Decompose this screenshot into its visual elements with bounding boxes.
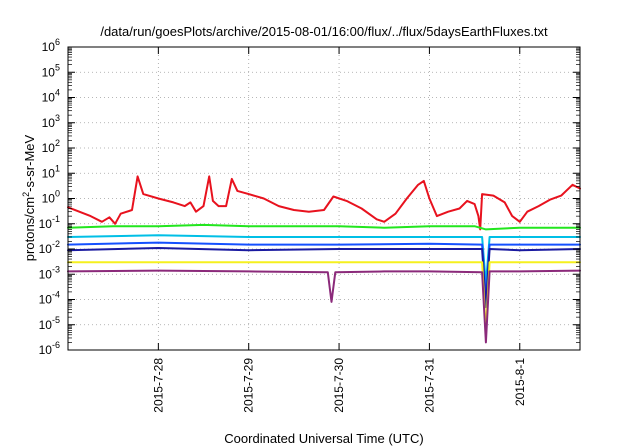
series-line-4 (67, 241, 581, 301)
y-tick-label: 102 (42, 138, 60, 155)
y-tick-label: 10-6 (39, 340, 60, 357)
y-tick-label: 103 (42, 113, 60, 130)
y-tick-label-exponent: 1 (55, 163, 60, 173)
y-tick-label-base: 10 (39, 318, 53, 332)
chart-title: /data/run/goesPlots/archive/2015-08-01/1… (100, 24, 548, 39)
y-tick-label-base: 10 (39, 242, 53, 256)
y-tick-label: 10-3 (39, 264, 60, 281)
y-tick-label-exponent: -1 (52, 214, 60, 224)
y-tick-label-base: 10 (42, 65, 56, 79)
y-tick-label: 10-2 (39, 239, 60, 256)
series-line-2 (67, 223, 581, 231)
y-tick-label-base: 10 (39, 293, 53, 307)
series-line-6 (67, 261, 581, 334)
y-tick-label: 10-4 (39, 290, 60, 307)
y-tick-label-base: 10 (42, 116, 56, 130)
y-tick-label-exponent: 0 (55, 189, 60, 199)
y-tick-label-base: 10 (42, 166, 56, 180)
y-axis-label-base: protons/cm (22, 197, 37, 261)
y-tick-label-base: 10 (42, 40, 56, 54)
y-tick-label-exponent: 4 (55, 88, 60, 98)
x-tick-label: 2015-8-1 (513, 358, 527, 406)
y-tick-label-base: 10 (42, 141, 56, 155)
series-layer (67, 175, 581, 344)
x-axis-label: Coordinated Universal Time (UTC) (224, 431, 423, 446)
y-tick-label: 10-1 (39, 214, 60, 231)
series-line-1 (67, 175, 581, 231)
y-tick-label: 100 (42, 189, 60, 206)
y-tick-label-exponent: 5 (55, 62, 60, 72)
y-tick-label-base: 10 (42, 192, 56, 206)
y-tick-label-exponent: 6 (55, 37, 60, 47)
y-tick-label-exponent: -5 (52, 315, 60, 325)
x-tick-label: 2015-7-31 (422, 358, 436, 413)
y-axis-label-rest: -s-sr-MeV (22, 134, 37, 191)
y-tick-label: 10-5 (39, 315, 60, 332)
x-axis: 2015-7-28 2015-7-29 2015-7-30 2015-7-31 2015… (151, 47, 527, 413)
y-tick-label: 105 (42, 62, 60, 79)
y-tick-label: 104 (42, 88, 60, 105)
x-tick-label: 2015-7-29 (242, 358, 256, 413)
series-line-7 (67, 269, 581, 344)
y-tick-label-base: 10 (42, 91, 56, 105)
y-tick-label-exponent: 3 (55, 113, 60, 123)
series-line-3 (67, 234, 581, 286)
y-tick-label-exponent: -2 (52, 239, 60, 249)
y-tick-label: 106 (42, 37, 60, 54)
y-tick-label-exponent: 2 (55, 138, 60, 148)
y-tick-label-exponent: -6 (52, 340, 60, 350)
series-line-5 (67, 247, 581, 309)
x-tick-label: 2015-7-28 (151, 358, 165, 413)
y-axis-label: protons/cm2-s-sr-MeV (21, 134, 37, 261)
y-tick-label-exponent: -3 (52, 264, 60, 274)
y-tick-label-base: 10 (39, 217, 53, 231)
y-axis-label-sup: 2 (21, 192, 31, 197)
y-tick-label-base: 10 (39, 267, 53, 281)
x-tick-label: 2015-7-30 (332, 358, 346, 413)
y-tick-label-base: 10 (39, 343, 53, 357)
y-axis: 10-610-510-410-310-210-11001011021031041… (39, 37, 580, 357)
y-tick-label: 101 (42, 163, 60, 180)
y-tick-label-exponent: -4 (52, 290, 60, 300)
